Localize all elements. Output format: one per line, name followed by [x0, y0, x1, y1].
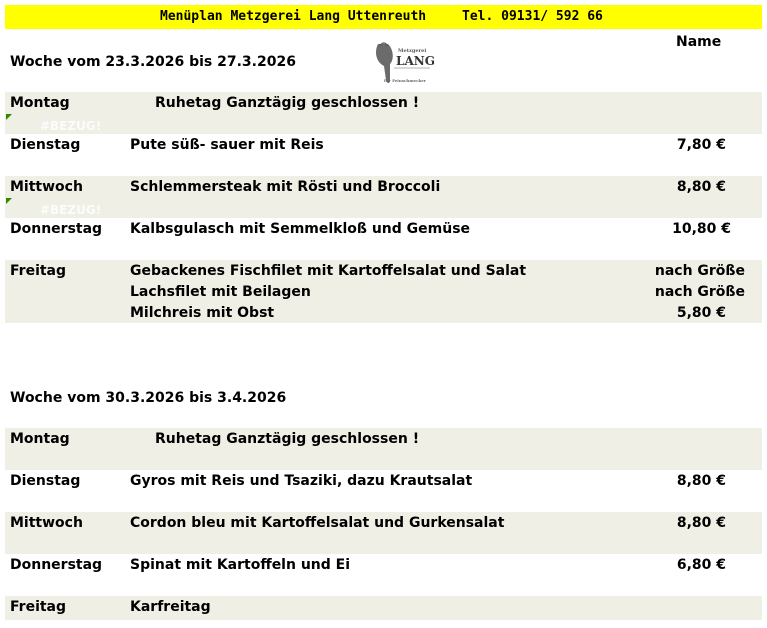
svg-text:Metzgerei: Metzgerei — [398, 48, 426, 54]
dish-label: Pute süß- sauer mit Reis — [130, 137, 324, 153]
day-label: Freitag — [10, 599, 67, 615]
dish-label: Kalbsgulasch mit Semmelkloß und Gemüse — [130, 221, 471, 237]
row-bg-mittwoch-1 — [5, 176, 762, 218]
dish-label: Lachsfilet mit Beilagen — [130, 284, 311, 300]
header-phone: Tel. 09131/ 592 66 — [462, 9, 603, 24]
day-label: Montag — [10, 95, 70, 111]
price-label: 8,80 € — [676, 515, 726, 531]
dish-label: Cordon bleu mit Kartoffelsalat und Gurke… — [130, 515, 505, 531]
logo-text: LANG — [396, 54, 435, 68]
price-label: 8,80 € — [676, 179, 726, 195]
day-label: Donnerstag — [10, 557, 103, 573]
dish-label: Schlemmersteak mit Rösti und Broccoli — [130, 179, 441, 195]
day-label: Donnerstag — [10, 221, 103, 237]
dish-label: Ruhetag Ganztägig geschlossen ! — [155, 431, 420, 447]
day-label: Montag — [10, 431, 70, 447]
name-column-header: Name — [676, 34, 722, 50]
price-label: nach Größe — [654, 263, 745, 279]
dish-label: Spinat mit Kartoffeln und Ei — [130, 557, 351, 573]
week-1-title: Woche vom 23.3.2026 bis 27.3.2026 — [10, 54, 296, 70]
row-bg-montag-1 — [5, 92, 762, 134]
day-label: Dienstag — [10, 137, 81, 153]
row-bg-freitag-1 — [5, 260, 762, 323]
price-label: 8,80 € — [676, 473, 726, 489]
day-label: Dienstag — [10, 473, 81, 489]
price-label: 10,80 € — [672, 221, 731, 237]
row-bg-mittwoch-2 — [5, 512, 762, 554]
dish-label: Gyros mit Reis und Tsaziki, dazu Krautsa… — [130, 473, 473, 489]
row-bg-montag-2 — [5, 428, 762, 470]
price-label: 6,80 € — [676, 557, 726, 573]
dish-label: Karfreitag — [130, 599, 211, 615]
header-title: Menüplan Metzgerei Lang Uttenreuth — [160, 9, 427, 24]
svg-text:für Feinschmecker: für Feinschmecker — [384, 78, 427, 83]
butcher-logo: Metzgerei LANG für Feinschmecker — [376, 42, 435, 83]
dish-label: Ruhetag Ganztägig geschlossen ! — [155, 95, 420, 111]
price-label: 5,80 € — [676, 305, 726, 321]
error-marker — [6, 198, 12, 204]
dish-label: Gebackenes Fischfilet mit Kartoffelsalat… — [130, 263, 527, 279]
ref-error-2: #BEZUG! — [40, 203, 102, 217]
error-marker — [6, 114, 12, 120]
day-label: Mittwoch — [10, 515, 83, 531]
week-2-title: Woche vom 30.3.2026 bis 3.4.2026 — [10, 390, 287, 406]
dish-label: Milchreis mit Obst — [130, 305, 275, 321]
day-label: Freitag — [10, 263, 67, 279]
ref-error-1: #BEZUG! — [40, 119, 102, 133]
day-label: Mittwoch — [10, 179, 83, 195]
header-bar — [5, 5, 762, 29]
row-bg-freitag-2 — [5, 596, 762, 620]
price-label: nach Größe — [654, 284, 745, 300]
price-label: 7,80 € — [676, 137, 726, 153]
